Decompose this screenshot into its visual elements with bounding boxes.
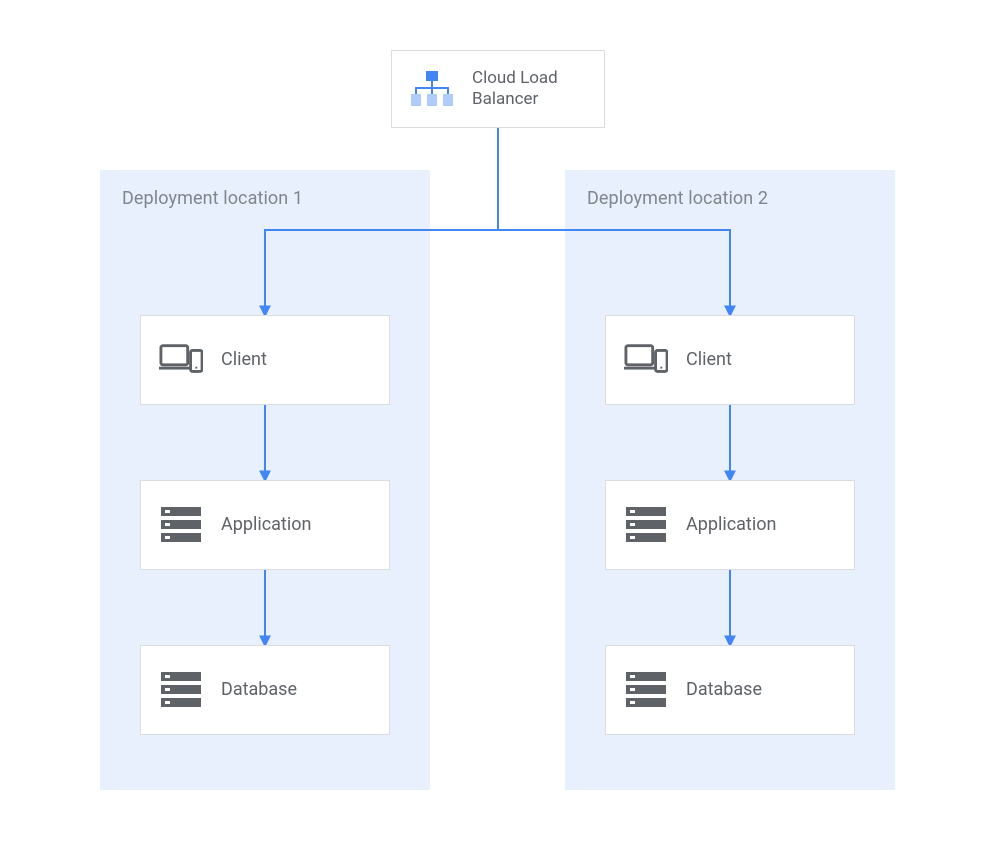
diagram-node: Client	[605, 315, 855, 405]
server-icon	[159, 503, 203, 547]
node-label: Application	[221, 514, 311, 537]
node-label: Cloud Load Balancer	[472, 68, 558, 111]
database-icon	[159, 668, 203, 712]
panel-title: Deployment location 2	[587, 188, 768, 209]
panel-title: Deployment location 1	[122, 188, 303, 209]
database-icon	[624, 668, 668, 712]
diagram-node: Database	[140, 645, 390, 735]
diagram-node: Application	[140, 480, 390, 570]
diagram-node: Client	[140, 315, 390, 405]
load-balancer-icon	[410, 67, 454, 111]
client-icon	[624, 338, 668, 382]
diagram-node: Application	[605, 480, 855, 570]
node-label: Client	[221, 349, 267, 372]
diagram-node: Cloud Load Balancer	[391, 50, 605, 128]
server-icon	[624, 503, 668, 547]
node-label: Database	[221, 679, 297, 702]
node-label: Database	[686, 679, 762, 702]
node-label: Application	[686, 514, 776, 537]
node-label: Client	[686, 349, 732, 372]
client-icon	[159, 338, 203, 382]
diagram-node: Database	[605, 645, 855, 735]
